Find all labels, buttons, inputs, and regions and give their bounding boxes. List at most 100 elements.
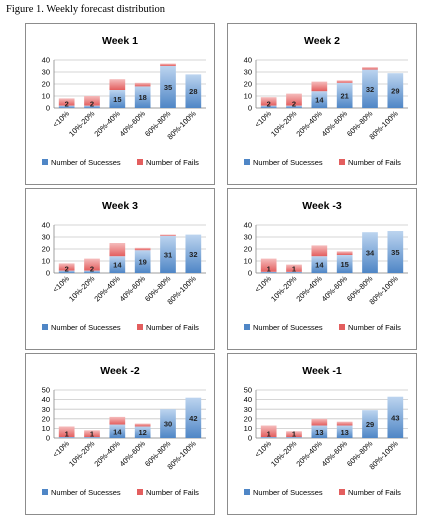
bar-success bbox=[134, 86, 151, 108]
chart-panel-week-3: Week 3 0 10 20 30 40 2 <10% 2 10%-20% 14 20%-40% 19 4… bbox=[25, 188, 215, 350]
bar-data-label: 43 bbox=[391, 413, 399, 422]
bar-data-label: 2 bbox=[292, 100, 296, 109]
bar-data-label: 34 bbox=[366, 249, 375, 258]
bar-success bbox=[362, 69, 378, 108]
x-tick-label: <10% bbox=[51, 109, 71, 129]
bar-data-label: 2 bbox=[90, 100, 94, 109]
chart-svg: Week -2010203040501<10%110%-20%1420%-40%… bbox=[42, 365, 206, 497]
bar-data-label: 14 bbox=[113, 427, 122, 436]
x-tick-label: 40%-60% bbox=[118, 274, 148, 304]
bar-data-label: 1 bbox=[267, 265, 271, 274]
x-tick-label: 10%-20% bbox=[269, 274, 299, 304]
bar-data-label: 2 bbox=[267, 100, 271, 109]
bar-success bbox=[185, 74, 202, 108]
bar-success bbox=[336, 425, 353, 438]
bar-data-label: 1 bbox=[65, 430, 69, 439]
bar-fail bbox=[109, 79, 126, 90]
bar-data-label: 18 bbox=[138, 93, 146, 102]
bar-fail bbox=[362, 67, 378, 70]
bar-success bbox=[260, 437, 277, 438]
bar-data-label: 14 bbox=[113, 261, 122, 270]
legend-swatch-fail bbox=[137, 489, 143, 495]
legend-label-fail: Number of Fails bbox=[348, 488, 401, 497]
y-tick-label: 10 bbox=[42, 424, 50, 433]
bar-success bbox=[336, 255, 353, 273]
x-tick-label: 40%-60% bbox=[118, 439, 148, 469]
bar-fail bbox=[311, 81, 328, 92]
bar-data-label: 14 bbox=[315, 96, 324, 105]
y-tick-label: 20 bbox=[244, 245, 252, 254]
chart-title: Week 3 bbox=[102, 200, 138, 212]
bar-data-label: 15 bbox=[113, 95, 121, 104]
chart-panel-week-minus-3: Week -3 0 10 20 30 40 1 <10% 1 10%-20% 14 20%-40% 15… bbox=[227, 188, 417, 350]
y-tick-label: 0 bbox=[248, 104, 252, 113]
chart-title: Week -1 bbox=[302, 365, 342, 377]
chart-title: Week -3 bbox=[302, 200, 342, 212]
y-tick-label: 20 bbox=[244, 414, 252, 423]
chart-panel-week-minus-1: Week -1 0 10 20 30 40 50 1 <10% 1 10%-20% 13 20%-40%… bbox=[227, 353, 417, 515]
bar-fail bbox=[336, 80, 353, 83]
bar-data-label: 19 bbox=[138, 258, 146, 267]
bar-data-label: 1 bbox=[292, 265, 296, 274]
x-tick-label: <10% bbox=[51, 439, 71, 459]
bar-success bbox=[362, 410, 378, 438]
bar-fail bbox=[311, 418, 328, 426]
legend-swatch-success bbox=[244, 324, 250, 330]
legend-swatch-fail bbox=[339, 159, 345, 165]
y-tick-label: 20 bbox=[244, 80, 252, 89]
bar-success bbox=[58, 437, 75, 438]
bar-success bbox=[134, 426, 151, 438]
bar-data-label: 1 bbox=[267, 430, 271, 439]
y-tick-label: 40 bbox=[42, 56, 50, 65]
bar-success bbox=[160, 66, 176, 108]
bar-fail bbox=[109, 416, 126, 425]
x-tick-label: 10%-20% bbox=[67, 109, 97, 139]
y-tick-label: 10 bbox=[42, 92, 50, 101]
bar-success bbox=[185, 234, 202, 273]
bar-data-label: 35 bbox=[391, 248, 399, 257]
y-tick-label: 20 bbox=[42, 414, 50, 423]
legend-swatch-fail bbox=[339, 324, 345, 330]
bar-success bbox=[286, 105, 302, 108]
chart-svg: Week -1010203040501<10%110%-20%1320%-40%… bbox=[244, 365, 408, 497]
bar-fail bbox=[260, 425, 277, 438]
legend-swatch-success bbox=[42, 489, 48, 495]
bar-success bbox=[160, 235, 176, 273]
bar-fail bbox=[134, 247, 151, 251]
bar-data-label: 2 bbox=[65, 100, 69, 109]
chart-title: Week 2 bbox=[304, 35, 340, 47]
x-tick-label: <10% bbox=[253, 274, 273, 294]
legend-label-fail: Number of Fails bbox=[348, 158, 401, 167]
bar-data-label: 15 bbox=[340, 260, 348, 269]
legend-swatch-fail bbox=[339, 489, 345, 495]
x-tick-label: <10% bbox=[253, 439, 273, 459]
bar-success bbox=[311, 425, 328, 438]
x-tick-label: 10%-20% bbox=[67, 439, 97, 469]
bar-data-label: 31 bbox=[164, 250, 172, 259]
legend-swatch-success bbox=[244, 489, 250, 495]
bar-fail bbox=[58, 263, 75, 271]
chart-panel-week-minus-2: Week -2 0 10 20 30 40 50 1 <10% 1 10%-20% 14 20%-40%… bbox=[25, 353, 215, 515]
bar-success bbox=[311, 256, 328, 273]
x-tick-label: 40%-60% bbox=[320, 274, 350, 304]
y-tick-label: 40 bbox=[244, 56, 252, 65]
bar-fail bbox=[336, 251, 353, 255]
y-tick-label: 50 bbox=[42, 386, 50, 395]
bar-success bbox=[84, 437, 100, 438]
chart-title: Week -2 bbox=[100, 365, 140, 377]
y-tick-label: 0 bbox=[248, 269, 252, 278]
bar-data-label: 29 bbox=[366, 420, 374, 429]
y-tick-label: 0 bbox=[46, 269, 50, 278]
bar-success bbox=[185, 397, 202, 438]
bar-data-label: 13 bbox=[315, 428, 323, 437]
bar-data-label: 42 bbox=[189, 414, 197, 423]
bar-success bbox=[362, 232, 378, 273]
bar-fail bbox=[160, 234, 176, 236]
chart-title: Week 1 bbox=[102, 35, 138, 47]
y-tick-label: 40 bbox=[42, 395, 50, 404]
y-tick-label: 0 bbox=[248, 434, 252, 443]
y-tick-label: 30 bbox=[244, 405, 252, 414]
bar-success bbox=[84, 270, 100, 273]
y-tick-label: 30 bbox=[42, 405, 50, 414]
bar-success bbox=[58, 270, 75, 273]
